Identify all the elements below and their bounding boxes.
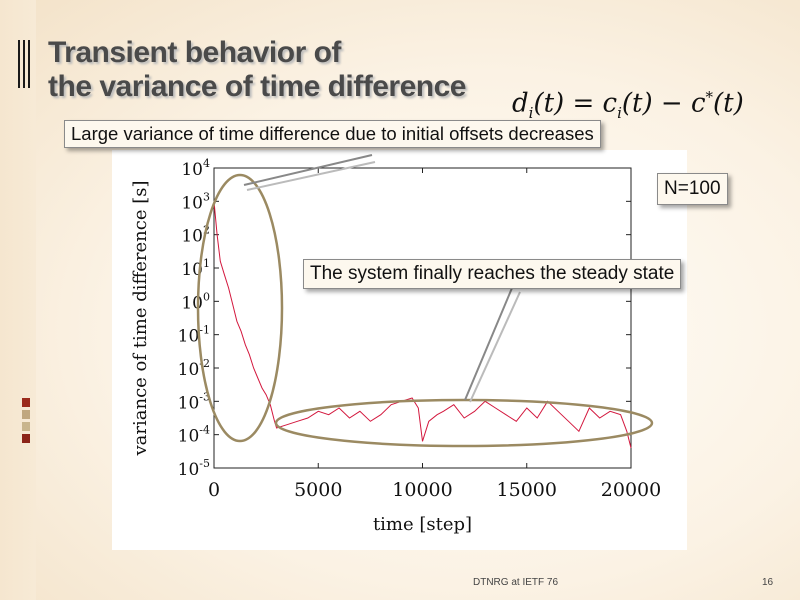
y-tick-label: 103 — [181, 190, 210, 213]
left-decoration-band — [0, 0, 36, 600]
y-tick-label: 10-1 — [178, 324, 210, 347]
slide-title: Transient behavior of the variance of ti… — [48, 36, 466, 104]
deco-square — [22, 410, 30, 419]
y-tick-label: 10-4 — [178, 424, 210, 447]
formula-rhs1-arg: (t) − — [621, 88, 691, 119]
decorative-lines — [18, 40, 34, 92]
title-line-1: Transient behavior of — [48, 36, 341, 69]
pointer-line-steady-2 — [469, 291, 521, 403]
footer-text: DTNRG at IETF 76 — [473, 577, 559, 588]
formula-rhs2-sup: * — [705, 88, 714, 106]
callout-initial-decrease: Large variance of time difference due to… — [64, 120, 601, 148]
formula-lhs: d — [512, 88, 529, 119]
pointer-line-steady — [464, 287, 513, 401]
y-tick-label: 10-5 — [178, 457, 210, 480]
x-axis-label: time [step] — [373, 514, 472, 535]
initial-decrease-ellipse — [196, 173, 284, 443]
x-tick-label: 15000 — [497, 479, 557, 501]
decorative-squares — [22, 398, 30, 446]
x-tick-label: 5000 — [294, 479, 342, 501]
deco-square — [22, 422, 30, 431]
y-tick-label: 10-3 — [178, 390, 210, 413]
callout-steady-state: The system finally reaches the steady st… — [303, 259, 682, 289]
y-tick-label: 10-2 — [178, 357, 210, 380]
formula-rhs1-sub: i — [617, 103, 622, 122]
formula: di(t) = ci(t) − c*(t) — [512, 88, 744, 122]
formula-rhs2-arg: (t) — [713, 88, 744, 119]
steady-state-ellipse — [274, 398, 654, 448]
pointer-line-top-2 — [246, 161, 376, 191]
page-number: 16 — [762, 577, 774, 588]
formula-rhs2: c — [690, 88, 706, 119]
title-line-2: the variance of time difference — [48, 70, 466, 103]
x-tick-label: 0 — [208, 479, 220, 501]
deco-square — [22, 434, 30, 443]
deco-square — [22, 398, 30, 407]
y-axis-label: variance of time difference [s] — [130, 180, 151, 456]
pointer-line-top — [243, 154, 373, 186]
formula-lhs-arg: (t) = — [533, 88, 603, 119]
x-tick-label: 10000 — [392, 479, 452, 501]
plot-panel — [112, 150, 687, 550]
formula-rhs1: c — [602, 88, 618, 119]
y-tick-label: 100 — [181, 290, 210, 313]
callout-n-value: N=100 — [657, 173, 728, 205]
y-tick-label: 101 — [181, 257, 210, 280]
formula-lhs-sub: i — [528, 103, 534, 122]
y-tick-label: 104 — [181, 157, 210, 180]
x-tick-label: 20000 — [601, 479, 661, 501]
